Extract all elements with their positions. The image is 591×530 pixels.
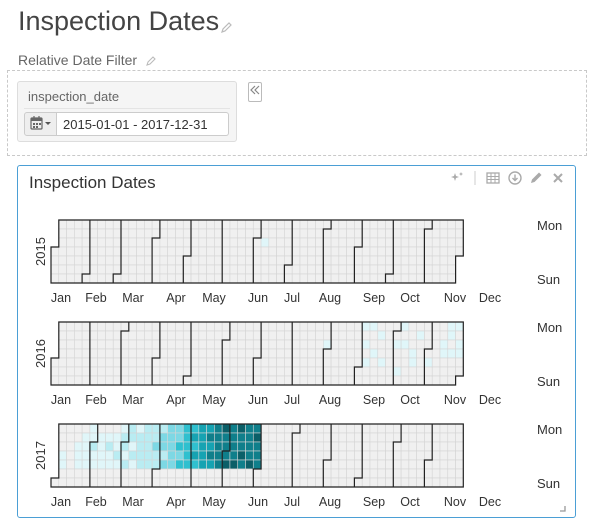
date-range-input[interactable] (57, 112, 229, 136)
chart-panel (17, 165, 576, 518)
calendar-dropdown-button[interactable] (24, 112, 57, 136)
filter-divider (24, 108, 230, 109)
chart-title: Inspection Dates (29, 173, 156, 192)
collapse-filters-button[interactable] (248, 82, 262, 102)
edit-title-pencil-icon[interactable] (220, 21, 233, 39)
calendar-icon (30, 116, 43, 130)
edit-filter-pencil-icon[interactable] (145, 54, 157, 72)
caret-down-icon (45, 122, 51, 125)
toolbar-divider (473, 171, 477, 190)
filter-field-label: inspection_date (28, 89, 120, 104)
pencil-icon[interactable] (528, 170, 544, 191)
date-filter-box: inspection_date (17, 81, 237, 142)
sparkles-icon[interactable] (449, 170, 465, 191)
double-chevron-left-icon (250, 85, 260, 95)
page-title: Inspection Dates (18, 6, 220, 36)
resize-handle[interactable] (557, 500, 567, 518)
table-icon[interactable] (485, 170, 501, 191)
close-icon[interactable] (550, 170, 566, 191)
filter-section-label: Relative Date Filter (18, 52, 138, 68)
download-icon[interactable] (507, 170, 523, 191)
filter-dropzone (7, 70, 587, 156)
